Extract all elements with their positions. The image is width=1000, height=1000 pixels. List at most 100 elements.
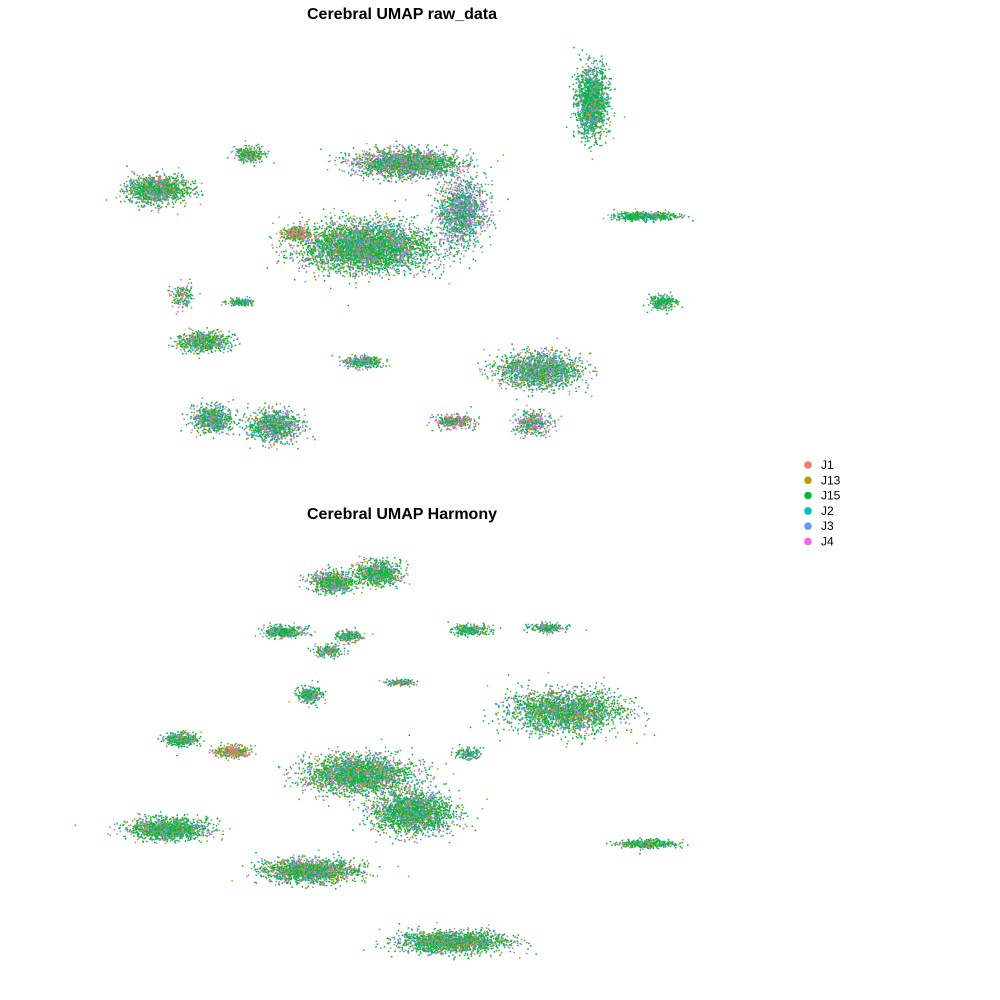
cell-point [313,272,315,274]
cell-point [148,204,150,206]
cell-point [193,189,195,191]
cell-point [437,259,439,261]
cell-point [377,216,379,218]
cell-point [433,235,435,237]
cell-point [158,179,160,181]
cell-point [196,191,198,193]
cell-point [201,190,203,192]
cell-point [369,269,371,271]
cell-point [137,174,139,176]
cell-point [253,147,255,149]
cell-point [327,224,329,226]
cell-point [418,231,420,233]
cell-point [325,216,327,218]
cell-point [292,259,294,261]
cell-point [172,182,174,184]
cell-point [356,217,358,219]
cell-point [347,305,349,307]
cell-point [289,257,291,259]
cell-point [439,277,441,279]
cell-point [394,200,396,202]
cell-point [134,173,136,175]
cell-point [364,270,366,272]
cell-point [405,271,407,273]
cell-point [267,153,269,155]
cell-point [333,241,335,243]
cell-point [131,200,133,202]
cell-point [152,180,154,182]
cell-point [443,264,445,266]
cell-point [138,196,140,198]
cell-point [144,201,146,203]
cell-point [248,151,250,153]
cell-point [128,199,130,201]
cell-point [292,240,294,242]
cell-point [266,156,268,158]
cell-point [163,173,165,175]
cell-point [283,251,285,253]
cell-point [292,230,294,232]
cell-point [251,145,253,147]
cell-point [374,215,376,217]
cell-point [386,227,388,229]
cell-point [182,188,184,190]
cell-point [312,259,314,261]
cell-point [238,159,240,161]
cell-point [317,229,319,231]
cell-point [377,273,379,275]
cell-point [151,197,153,199]
cell-point [156,199,158,201]
cell-point [180,197,182,199]
cell-point [175,201,177,203]
cell-point [424,269,426,271]
cell-point [166,196,168,198]
cell-point [399,233,401,235]
cell-point [441,274,443,276]
cell-point [158,189,160,191]
cell-point [143,190,145,192]
cell-point [324,280,326,282]
cell-point [195,180,197,182]
cell-point [456,253,458,255]
cell-point [180,194,182,196]
cell-point [401,265,403,267]
cell-point [325,269,327,271]
cell-point [301,239,303,241]
cell-point [286,230,288,232]
cell-point [427,255,429,257]
cell-point [292,235,294,237]
cell-point [156,189,158,191]
cell-point [135,184,137,186]
cell-point [129,201,131,203]
cell-point [444,259,446,261]
cell-point [172,201,174,203]
cell-point [131,171,133,173]
cell-point [168,203,170,205]
cell-point [304,227,306,229]
cell-point [268,151,270,153]
cell-point [176,190,178,192]
cell-point [247,149,249,151]
cell-point [157,192,159,194]
cell-point [121,188,123,190]
cell-point [141,196,143,198]
cell-point [293,223,295,225]
cell-point [332,263,334,265]
cell-point [279,237,281,239]
cell-point [452,236,454,238]
cell-point [260,153,262,155]
cell-point [321,228,323,230]
cell-point [313,229,315,231]
cell-point [328,266,330,268]
cell-point [138,199,140,201]
cell-point [326,257,328,259]
cell-point [344,276,346,278]
cell-point [323,275,325,277]
cell-point [148,186,150,188]
cell-point [438,266,440,268]
cell-point [253,151,255,153]
cell-point [155,191,157,193]
cell-point [358,276,360,278]
cell-point [141,190,143,192]
cell-point [140,188,142,190]
